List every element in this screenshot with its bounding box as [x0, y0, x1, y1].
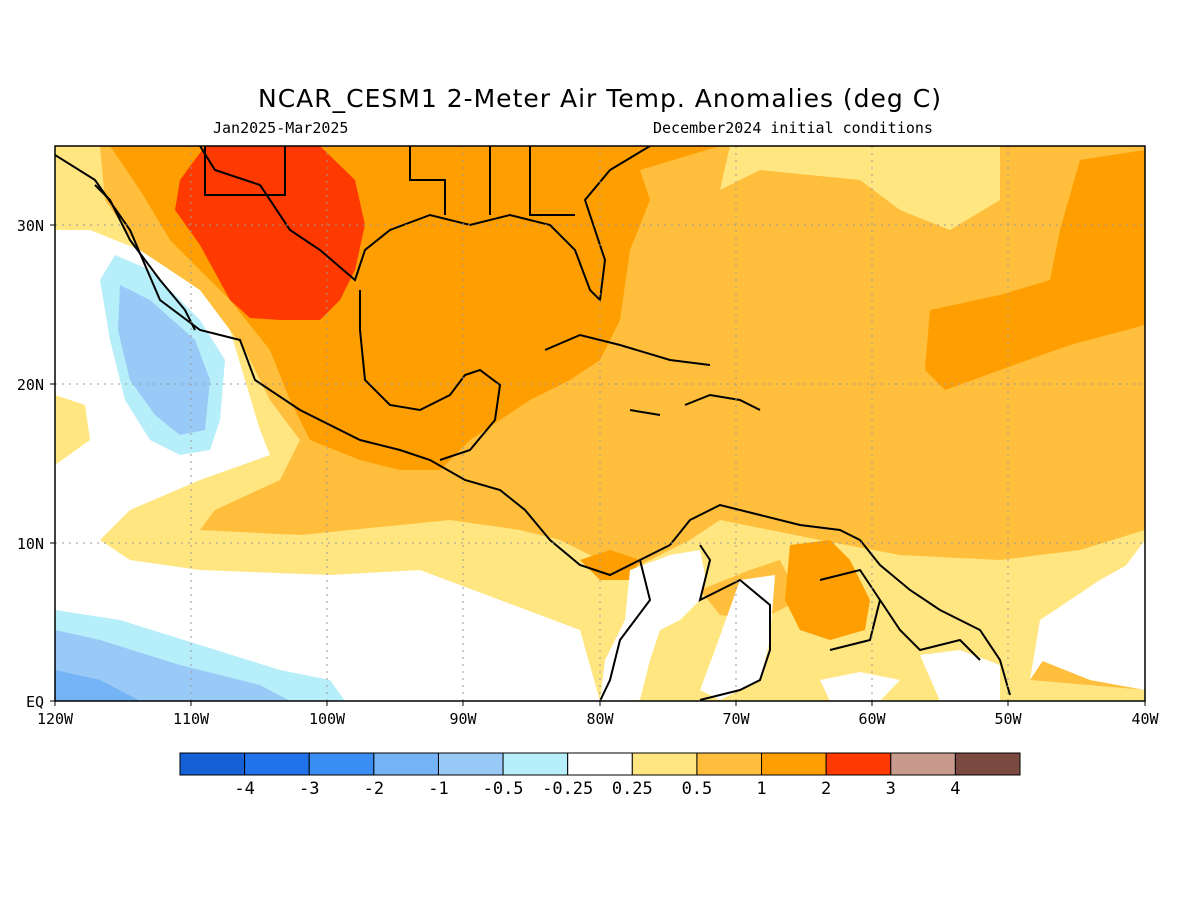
lon-label: 100W — [309, 710, 346, 728]
colorbar-label: 2 — [821, 779, 831, 799]
colorbar-label: 0.5 — [682, 779, 713, 799]
initial-conditions: December2024 initial conditions — [653, 119, 933, 137]
colorbar-label: 4 — [950, 779, 960, 799]
colorbar-label: -1 — [428, 779, 448, 799]
colorbar-swatch — [179, 752, 246, 776]
colorbar-swatch — [567, 752, 633, 776]
lon-label: 70W — [722, 710, 750, 728]
lon-label: 50W — [994, 710, 1022, 728]
colorbar — [179, 752, 1021, 776]
lon-label: 90W — [449, 710, 477, 728]
anomaly-map — [55, 146, 1145, 701]
lon-label: 60W — [858, 710, 886, 728]
lon-label: 120W — [37, 710, 74, 728]
colorbar-label: 3 — [886, 779, 896, 799]
lon-label: 80W — [586, 710, 614, 728]
map-title: NCAR_CESM1 2-Meter Air Temp. Anomalies (… — [258, 84, 942, 113]
colorbar-swatch — [502, 752, 569, 776]
lat-label: 30N — [17, 217, 44, 235]
colorbar-swatch — [890, 752, 956, 776]
colorbar-label: -0.5 — [483, 779, 524, 799]
lon-label: 40W — [1131, 710, 1159, 728]
colorbar-label: 1 — [756, 779, 766, 799]
colorbar-swatch — [696, 752, 763, 776]
anomaly-region-very-strong-warm — [175, 146, 365, 320]
colorbar-swatch — [761, 752, 827, 776]
colorbar-swatch — [631, 752, 698, 776]
colorbar-label: -4 — [234, 779, 254, 799]
colorbar-swatch — [954, 752, 1021, 776]
lat-label: 10N — [17, 535, 44, 553]
colorbar-label: -0.25 — [542, 779, 593, 799]
colorbar-swatch — [437, 752, 504, 776]
axis-ticks — [50, 224, 1146, 706]
map-gridlines — [55, 146, 1145, 701]
colorbar-swatch — [825, 752, 892, 776]
colorbar-labels: -4 -3 -2 -1 -0.5 -0.25 0.25 0.5 1 2 3 4 — [234, 779, 960, 799]
lat-label: EQ — [26, 693, 44, 711]
forecast-period: Jan2025-Mar2025 — [213, 119, 349, 137]
colorbar-swatch — [373, 752, 439, 776]
colorbar-label: 0.25 — [612, 779, 653, 799]
colorbar-label: -3 — [299, 779, 319, 799]
colorbar-label: -2 — [364, 779, 384, 799]
colorbar-swatch — [244, 752, 310, 776]
lon-label: 110W — [173, 710, 210, 728]
anomaly-region-moderate-cool — [118, 285, 210, 435]
colorbar-swatch — [308, 752, 375, 776]
lat-label: 20N — [17, 376, 44, 394]
